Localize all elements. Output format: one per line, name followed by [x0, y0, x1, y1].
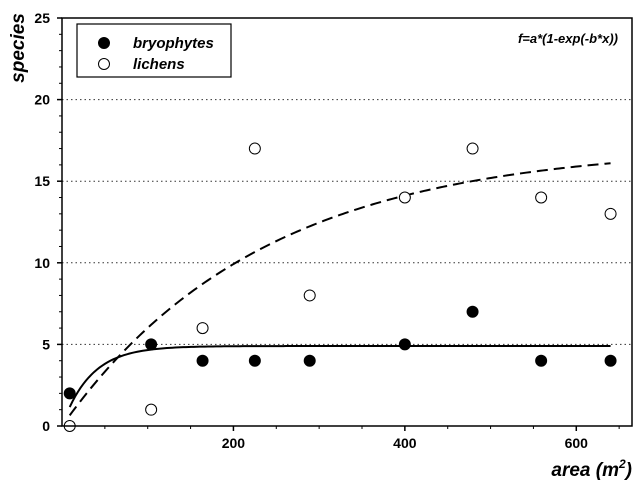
data-point-bryophytes [398, 338, 411, 351]
data-point-bryophytes [535, 354, 548, 367]
y-tick-label-15: 15 [34, 173, 50, 189]
legend: bryophytes lichens [76, 23, 232, 78]
grid-lines [62, 99, 632, 345]
y-axis-title: species [8, 13, 29, 83]
y-tick-label-0: 0 [42, 418, 50, 434]
legend-box [76, 23, 232, 78]
y-tick-label-10: 10 [34, 255, 50, 271]
x-tick-label-400: 400 [393, 435, 417, 451]
data-point-lichens [398, 191, 411, 204]
data-point-lichens [248, 142, 261, 155]
data-point-bryophytes [604, 354, 617, 367]
x-tick-label-200: 200 [222, 435, 246, 451]
fit-formula-annotation: f=a*(1-exp(-b*x)) [518, 31, 618, 46]
fit-curves [68, 162, 611, 416]
legend-label-lichens: lichens [133, 56, 185, 73]
legend-marker-bryophytes [98, 37, 110, 49]
y-tick-label-25: 25 [34, 10, 50, 26]
plot-frame [61, 17, 633, 427]
data-point-lichens [145, 403, 158, 416]
y-tick-label-20: 20 [34, 92, 50, 108]
axis-ticks: 0 5 10 15 20 25 200 400 600 [34, 10, 620, 451]
data-point-bryophytes [196, 354, 209, 367]
data-point-lichens [466, 142, 479, 155]
data-point-bryophytes [466, 305, 479, 318]
data-point-bryophytes [145, 338, 158, 351]
data-point-bryophytes [303, 354, 316, 367]
fit-curve-bryophytes [68, 345, 611, 408]
fit-curve-lichens [68, 162, 611, 416]
data-points [63, 142, 617, 432]
data-point-lichens [196, 322, 209, 335]
data-point-lichens [604, 207, 617, 220]
data-point-lichens [303, 289, 316, 302]
x-tick-label-600: 600 [565, 435, 589, 451]
data-point-bryophytes [63, 387, 76, 400]
legend-label-bryophytes: bryophytes [133, 35, 214, 52]
y-tick-label-5: 5 [42, 336, 50, 352]
data-point-bryophytes [248, 354, 261, 367]
data-point-lichens [535, 191, 548, 204]
legend-marker-lichens [98, 58, 110, 70]
x-axis-title: area (m2) [551, 457, 632, 481]
